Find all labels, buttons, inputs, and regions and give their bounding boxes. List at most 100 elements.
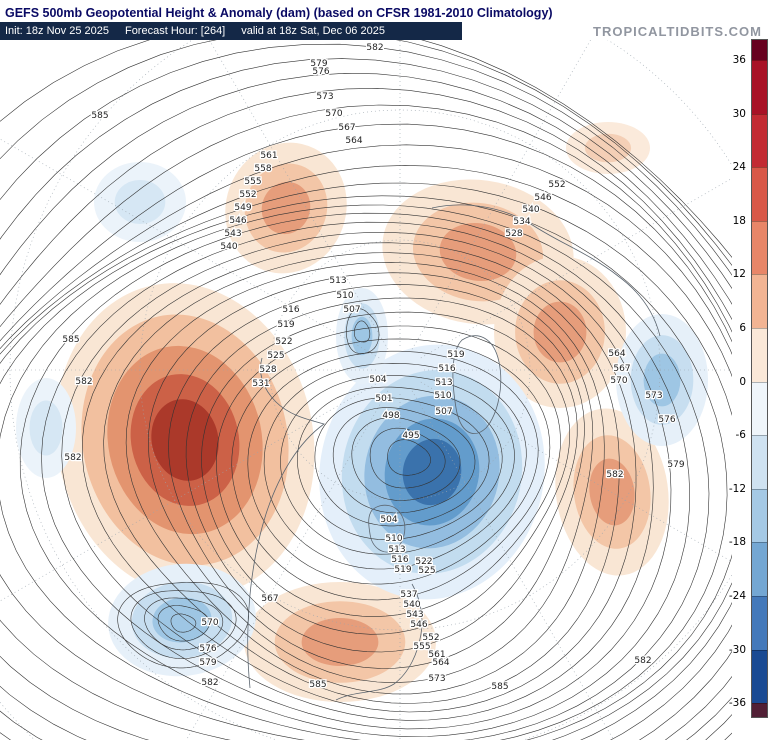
contour-label: 561	[428, 650, 445, 660]
contour-label: 501	[375, 394, 392, 404]
contour-label: 510	[336, 291, 353, 301]
contour-label: 519	[277, 320, 294, 330]
contour-label: 576	[312, 67, 329, 77]
colorbar-tick-label: -6	[735, 429, 746, 442]
anomaly-blob-pole-side-trough	[336, 288, 388, 384]
colorbar-tick-label: -18	[728, 536, 746, 549]
contour-label: 540	[522, 205, 539, 215]
contour-label: 540	[403, 600, 420, 610]
contour-label: 576	[199, 644, 216, 654]
contour-label: 582	[366, 43, 383, 53]
coastline-north-america-west-coast	[247, 357, 325, 689]
contour-label: 579	[199, 658, 216, 668]
colorbar-segment	[752, 274, 767, 328]
contour-label: 516	[282, 305, 299, 315]
height-contours	[0, 40, 732, 740]
anomaly-blob-top-right-ridge	[566, 122, 650, 174]
contour-label: 513	[329, 276, 346, 286]
contour-label: 507	[435, 407, 452, 417]
contour-label: 510	[434, 391, 451, 401]
map-title: GEFS 500mb Geopotential Height & Anomaly…	[5, 6, 553, 20]
contour-label: 522	[415, 557, 432, 567]
contour-label: 519	[394, 565, 411, 575]
info-row: Init: 18z Nov 25 2025 Forecast Hour: [26…	[0, 22, 768, 40]
contour-label: 522	[275, 337, 292, 347]
anomaly-blob-east-asia-ridge	[555, 408, 669, 576]
contour-label: 552	[239, 190, 256, 200]
colorbar-tick-label: -12	[728, 482, 746, 495]
colorbar-segment	[752, 488, 767, 543]
colorbar-tick-label: 36	[732, 54, 746, 66]
contour-label: 570	[610, 376, 627, 386]
anomaly-blob-east-europe-trough	[616, 314, 708, 446]
contour-label: 534	[513, 217, 530, 227]
colorbar-segment	[752, 542, 767, 596]
title-bar: GEFS 500mb Geopotential Height & Anomaly…	[0, 0, 768, 22]
contour-label: 567	[613, 364, 630, 374]
contour-label: 549	[234, 203, 251, 213]
contour-label: 582	[634, 656, 651, 666]
contour-label: 552	[422, 633, 439, 643]
colorbar-segment	[752, 113, 767, 168]
contour-label: 582	[64, 453, 81, 463]
contour-label: 585	[309, 680, 326, 690]
coastlines	[247, 204, 661, 701]
colorbar-segment	[752, 435, 767, 489]
contour-label: 564	[345, 136, 362, 146]
init-info-bar: Init: 18z Nov 25 2025 Forecast Hour: [26…	[0, 22, 462, 40]
coastline-north-america-gulf-coast	[335, 583, 423, 701]
colorbar-tick-label: -24	[728, 590, 746, 602]
colorbar-segment	[752, 595, 767, 650]
colorbar-tick-label: 18	[732, 214, 746, 227]
map-area: 585 585 582 582 516 519 522 525 528 531 561 558 555 5…	[0, 38, 768, 750]
contour-label: 573	[428, 674, 445, 684]
anomaly-blob-north-pacific-ridge	[55, 283, 315, 597]
contour-label: 555	[244, 177, 261, 187]
contour-label: 546	[410, 620, 427, 630]
contour-label: 525	[267, 351, 284, 361]
coastline-greenland	[452, 335, 502, 434]
colorbar-segment	[752, 327, 767, 382]
colorbar-segment	[752, 649, 767, 704]
contour-label: 576	[658, 415, 675, 425]
colorbar-segment	[752, 40, 767, 60]
coastline-eurasia-arctic-coast	[431, 204, 661, 337]
coastline-hudson-bay	[368, 504, 406, 553]
colorbar-tick-label: -30	[728, 643, 746, 656]
contour-label: 540	[220, 242, 237, 252]
init-time: Init: 18z Nov 25 2025	[5, 25, 109, 37]
contour-label: 531	[252, 379, 269, 389]
contour-label: 546	[229, 216, 246, 226]
contour-label: 573	[645, 391, 662, 401]
contour-label: 513	[435, 378, 452, 388]
colorbar-tick-label: 24	[732, 161, 746, 174]
contour-label: 585	[491, 682, 508, 692]
contour-label: 570	[201, 618, 218, 628]
contour-label: 516	[438, 364, 455, 374]
contour-label: 570	[325, 109, 342, 119]
contour-label: 564	[432, 658, 449, 668]
weather-map-svg: 5855855825825165195225255285315615585555…	[0, 40, 732, 740]
contour-label: 582	[606, 470, 623, 480]
contour-label: 498	[382, 411, 399, 421]
colorbar-segment	[752, 381, 767, 436]
colorbar-tick-label: 12	[732, 268, 746, 281]
site-watermark: TROPICALTIDBITS.COM	[593, 23, 762, 39]
forecast-hour: Forecast Hour: [264]	[124, 25, 226, 37]
contour-label: 495	[402, 431, 419, 441]
contour-label: 510	[385, 534, 402, 544]
colorbar-tick-label: -36	[728, 697, 746, 710]
contour-label: 552	[548, 180, 565, 190]
contour-label: 528	[505, 229, 522, 239]
contour-label: 546	[534, 193, 551, 203]
colorbar-tick-label: 0	[739, 375, 746, 388]
contour-label: 507	[343, 305, 360, 315]
contour-label: 504	[369, 375, 386, 385]
colorbar-tick-label: 30	[732, 107, 746, 120]
contour-label: 585	[62, 335, 79, 345]
contour-label: 537	[400, 590, 417, 600]
contour-label: 579	[310, 59, 327, 69]
anomaly-shading	[16, 122, 708, 702]
contour-label: 555	[413, 642, 430, 652]
contour-label: 564	[608, 349, 625, 359]
